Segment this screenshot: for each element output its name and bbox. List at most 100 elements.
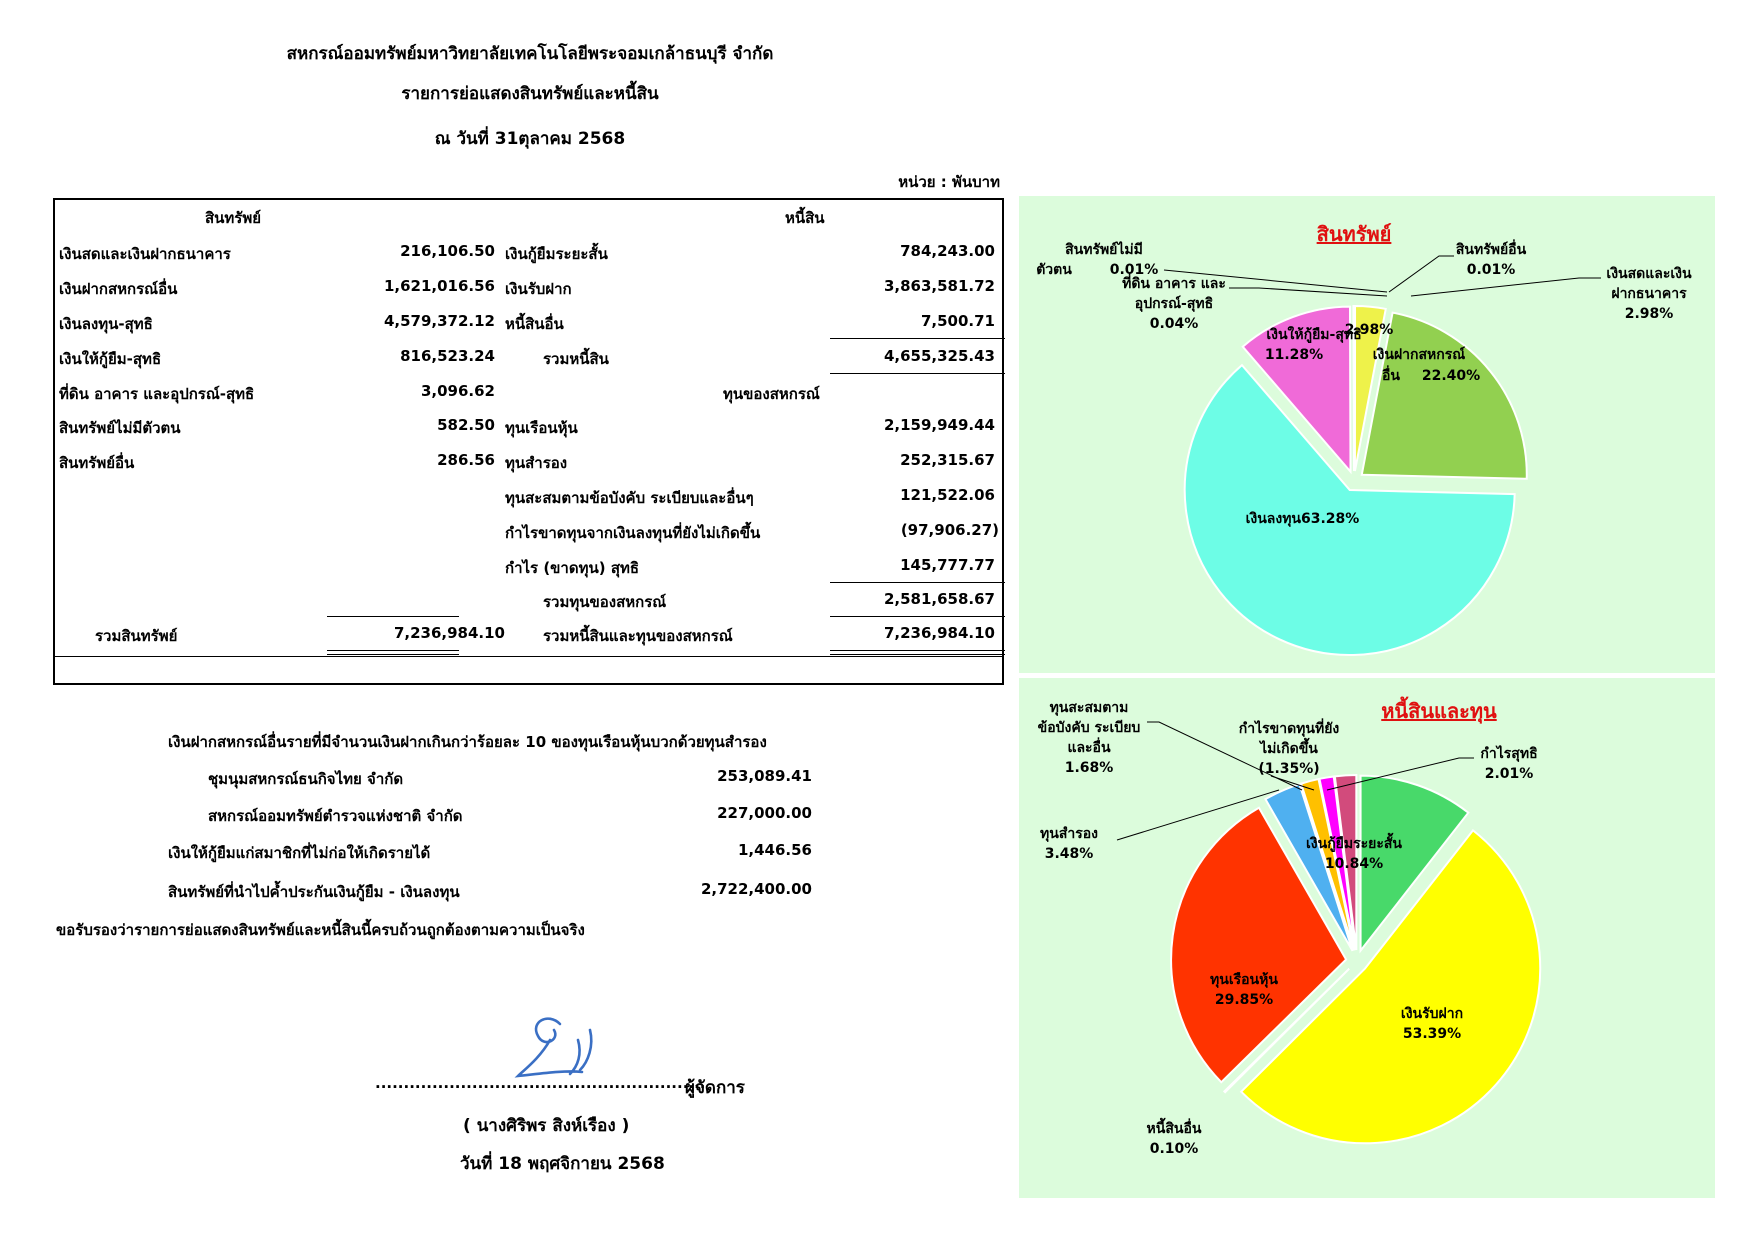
category-label: อื่น — [1382, 365, 1400, 384]
data-label: 0.04% — [1150, 316, 1199, 332]
pie-slice — [1359, 774, 1470, 954]
pie-slices — [1183, 304, 1528, 657]
liabilities-heading: หนี้สิน — [785, 209, 825, 227]
equity-label: ทุนสำรอง — [505, 454, 568, 472]
data-label: 0.01% — [1110, 262, 1159, 278]
data-label: 1.68% — [1065, 760, 1114, 776]
equity-value: 2,159,949.44 — [883, 416, 995, 434]
balance-table: สินทรัพย์ หนี้สิน เงินสดและเงินฝากธนาคาร… — [53, 198, 1005, 685]
data-label: 11.28% — [1265, 347, 1323, 363]
table-bottom-rule — [55, 656, 1002, 657]
category-label: ทุนเรือนหุ้น — [1210, 972, 1278, 988]
total-rule — [830, 616, 1005, 617]
pie-slice — [1299, 777, 1356, 951]
data-label: 22.40% — [1422, 368, 1480, 384]
double-rule — [327, 650, 459, 651]
leader-line — [1147, 721, 1303, 791]
pie-slice — [1360, 311, 1528, 480]
data-label: 10.84% — [1325, 856, 1383, 872]
pie-slice — [1264, 782, 1354, 952]
asset-label: เงินฝากสหกรณ์อื่น — [59, 280, 178, 298]
category-label: และอื่น — [1067, 737, 1111, 756]
asset-value: 582.50 — [437, 416, 495, 434]
category-label: เงินฝากสหกรณ์ — [1373, 346, 1466, 363]
signature-date: วันที่ 18 พฤศจิกายน 2568 — [460, 1154, 665, 1174]
deposit-label: ชุมนุมสหกรณ์ธนกิจไทย จำกัด — [208, 770, 404, 788]
category-label: เงินกู้ยืมระยะสั้น — [1306, 832, 1402, 852]
grand-total-value: 7,236,984.10 — [883, 624, 995, 642]
asset-label: เงินให้กู้ยืม-สุทธิ — [59, 350, 162, 368]
equity-value: 121,522.06 — [900, 486, 995, 504]
leader-line — [1388, 255, 1454, 293]
equity-label: ทุนเรือนหุ้น — [505, 419, 578, 437]
equity-value: 252,315.67 — [900, 451, 995, 469]
liabilities-chart-panel: หนี้สินและทุน เงินกู้ยืมระยะสั้น 10.84% … — [1019, 678, 1715, 1198]
category-label: เงินสดและเงิน — [1606, 266, 1692, 282]
nonperforming-loans-label: เงินให้กู้ยืมแก่สมาชิกที่ไม่ก่อให้เกิดรา… — [168, 844, 431, 862]
leader-line — [1163, 269, 1388, 293]
liabilities-total-value: 4,655,325.43 — [883, 347, 995, 365]
grand-total-label: รวมหนี้สินและทุนของสหกรณ์ — [543, 627, 733, 645]
category-label: ข้อบังคับ ระเบียบ — [1038, 720, 1141, 736]
category-label: เงินรับฝาก — [1401, 1006, 1463, 1022]
equity-label: กำไร (ขาดทุน) สุทธิ — [505, 559, 640, 577]
asset-label: ที่ดิน อาคาร และอุปกรณ์-สุทธิ — [59, 385, 255, 403]
signature-mark — [514, 1017, 593, 1078]
equity-total-label: รวมทุนของสหกรณ์ — [543, 593, 667, 611]
equity-label: กำไรขาดทุนจากเงินลงทุนที่ยังไม่เกิดขึ้น — [505, 524, 761, 542]
equity-total-value: 2,581,658.67 — [883, 590, 995, 608]
pie-slice — [1333, 774, 1358, 951]
category-label: ตัวตน — [1036, 262, 1072, 278]
pie-slice — [1353, 305, 1387, 472]
data-label: 3.48% — [1045, 846, 1094, 862]
double-rule — [830, 654, 1005, 655]
deposit-value: 227,000.00 — [717, 804, 812, 822]
equity-label: ทุนสะสมตามข้อบังคับ ระเบียบและอื่นๆ — [505, 489, 754, 507]
liabilities-total-label: รวมหนี้สิน — [543, 350, 609, 368]
data-label: 53.39% — [1403, 1026, 1461, 1042]
nonperforming-loans-value: 1,446.56 — [737, 841, 812, 859]
total-rule — [830, 373, 1005, 374]
equity-heading: ทุนของสหกรณ์ — [723, 385, 820, 403]
asset-label: สินทรัพย์ไม่มีตัวตน — [59, 419, 181, 437]
assets-pie-chart: สินทรัพย์ 2.98% สินทรัพย์อื่น 0.01% เงิน… — [1036, 222, 1692, 657]
leader-line — [1270, 775, 1315, 791]
pledged-assets-value: 2,722,400.00 — [700, 880, 812, 898]
category-label: ไม่เกิดขึ้น — [1258, 737, 1318, 757]
asset-value: 4,579,372.12 — [383, 312, 495, 330]
data-label: 2.98% — [1625, 306, 1674, 322]
pie-slice — [1183, 363, 1516, 657]
deposit-value: 253,089.41 — [717, 767, 812, 785]
liability-value: 3,863,581.72 — [883, 277, 995, 295]
data-label: 0.01% — [1467, 262, 1516, 278]
report-title: รายการย่อแสดงสินทรัพย์และหนี้สิน — [401, 84, 659, 104]
certification-text: ขอรับรองว่ารายการย่อแสดงสินทรัพย์และหนี้… — [56, 921, 585, 939]
data-label: 2.01% — [1485, 766, 1534, 782]
pie-slice — [1318, 775, 1357, 951]
category-label: สินทรัพย์ไม่มี — [1065, 240, 1143, 258]
asset-value: 216,106.50 — [400, 242, 495, 260]
asset-value: 816,523.24 — [400, 347, 495, 365]
liability-value: 7,500.71 — [920, 312, 995, 330]
category-label: ฝากธนาคาร — [1611, 286, 1687, 302]
asset-label: สินทรัพย์อื่น — [59, 454, 135, 472]
assets-heading: สินทรัพย์ — [205, 209, 262, 227]
notes-title: เงินฝากสหกรณ์อื่นรายที่มีจำนวนเงินฝากเกิ… — [168, 733, 767, 751]
data-label: 2.98% — [1345, 322, 1394, 338]
assets-total-value: 7,236,984.10 — [393, 624, 505, 642]
signature-stroke — [514, 1017, 593, 1078]
signer-name: ( นางศิริพร สิงห์เรือง ) — [463, 1116, 630, 1136]
pie-slice — [1222, 968, 1350, 1094]
equity-value: 145,777.77 — [900, 556, 995, 574]
assets-chart-panel: สินทรัพย์ 2.98% สินทรัพย์อื่น 0.01% เงิน… — [1019, 196, 1715, 673]
subtotal-rule — [830, 582, 1005, 583]
assets-chart-title: สินทรัพย์ — [1317, 222, 1392, 246]
liabilities-chart-title: หนี้สินและทุน — [1381, 696, 1497, 724]
asset-value: 1,621,016.56 — [383, 277, 495, 295]
pie-slice — [1241, 305, 1352, 475]
data-label: (1.35%) — [1258, 761, 1319, 777]
subtotal-rule — [830, 338, 1005, 339]
asset-value: 286.56 — [437, 451, 495, 469]
data-label: 63.28% — [1301, 511, 1359, 527]
pie-slices — [1170, 774, 1542, 1145]
